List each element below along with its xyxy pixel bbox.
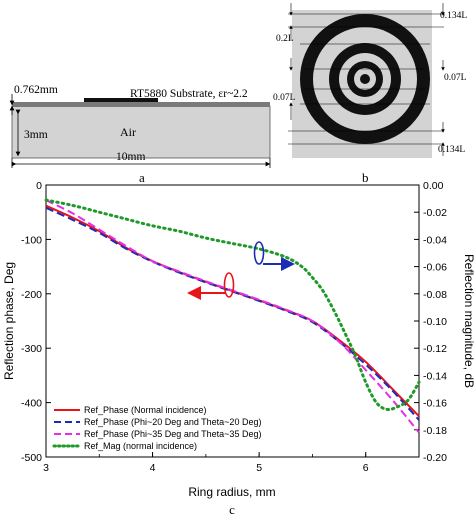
y-tick-label: -400 <box>21 398 42 410</box>
x-tick-label: 4 <box>150 462 156 474</box>
dim-label-gap-left: 0.07L <box>273 93 296 103</box>
y2-tick-label: -0.12 <box>423 343 447 355</box>
dim-label-ring-width: 0.2L <box>276 34 294 44</box>
x-axis-label: Ring radius, mm <box>188 485 275 499</box>
dim-label-bottom: 0.134L <box>438 145 465 155</box>
plot-area <box>45 184 420 458</box>
y-tick-label: -100 <box>21 234 42 246</box>
gap-label: 3mm <box>24 129 48 141</box>
y2-tick-label: -0.02 <box>423 207 447 219</box>
y2-tick-label: -0.08 <box>423 289 447 301</box>
air-label: Air <box>120 125 136 139</box>
phase-axis-indicator <box>187 272 235 300</box>
y2-tick-label: -0.10 <box>423 316 447 328</box>
panel-a: 0.762mm RT5880 Substrate, εr~2.2 3mm Air… <box>9 84 271 185</box>
ring-metal-strip <box>84 98 158 102</box>
panel-c: 3 4 5 6 0 -100 -200 -300 -400 -500 0.00 -0.02 -0.04 -… <box>2 180 474 516</box>
x-tick-label: 6 <box>363 462 369 474</box>
air-cavity <box>11 105 271 159</box>
x-tick-label: 5 <box>256 462 262 474</box>
y-tick-label: -300 <box>21 343 42 355</box>
legend-label-phi35: Ref_Phase (Phi~35 Deg and Theta~35 Deg) <box>84 429 261 439</box>
panel-b: 0.134L 0.2L 0.07L 0.07L 0.134L b <box>273 3 467 185</box>
series-ref-mag <box>44 198 421 412</box>
y-tick-label: -500 <box>21 452 42 464</box>
legend-label-phi20: Ref_Phase (Phi~20 Deg and Theta~20 Deg) <box>84 417 261 427</box>
y-tick-label: -200 <box>21 289 42 301</box>
y2-tick-label: -0.18 <box>423 425 447 437</box>
thickness-label: 0.762mm <box>14 84 58 96</box>
caption-c: c <box>229 502 235 516</box>
substrate-label: RT5880 Substrate, εr~2.2 <box>130 88 248 100</box>
y2-tick-label: -0.14 <box>423 370 447 382</box>
y2-tick-label: -0.16 <box>423 398 447 410</box>
dim-label-top: 0.134L <box>440 11 467 21</box>
y2-tick-label: -0.04 <box>423 234 447 246</box>
axes-layer: 3 4 5 6 0 -100 -200 -300 -400 -500 0.00 -0.02 -0.04 -… <box>21 180 447 474</box>
x-tick-label: 3 <box>43 462 49 474</box>
y-tick-label: 0 <box>36 180 42 192</box>
width-label: 10mm <box>116 151 145 163</box>
substrate-layer <box>12 102 270 107</box>
y-axis-label: Reflection phase, Deg <box>2 262 16 380</box>
dimension-lines <box>288 3 445 156</box>
caption-b: b <box>362 170 369 185</box>
y2-tick-label: -0.20 <box>423 452 447 464</box>
center-dot <box>360 74 370 84</box>
legend-label-mag: Ref_Mag (normal incidence) <box>84 441 197 451</box>
y2-tick-label: -0.06 <box>423 262 447 274</box>
legend-label-normal: Ref_Phase (Normal incidence) <box>84 405 207 415</box>
caption-a: a <box>139 170 145 185</box>
chart-legend: Ref_Phase (Normal incidence) Ref_Phase (… <box>52 405 261 451</box>
dim-label-gap-right: 0.07L <box>444 73 467 83</box>
y2-axis-label: Reflection magnitude, dB <box>462 254 474 388</box>
y2-tick-label: 0.00 <box>423 180 444 192</box>
magnitude-axis-indicator <box>253 241 295 271</box>
